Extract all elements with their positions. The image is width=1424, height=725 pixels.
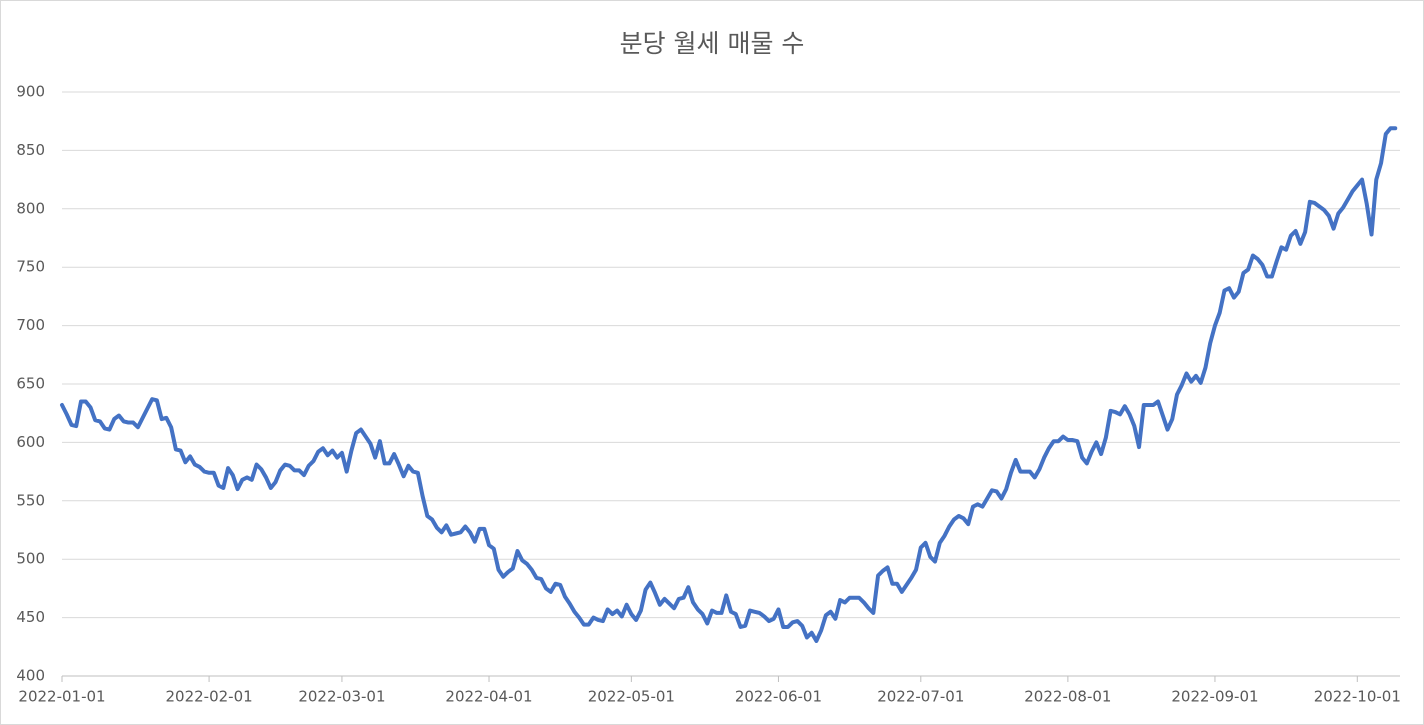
x-tick-label: 2022-04-01 (445, 688, 532, 706)
x-tick-label: 2022-06-01 (735, 688, 822, 706)
x-tick-label: 2022-01-01 (18, 688, 105, 706)
x-tick-label: 2022-07-01 (877, 688, 964, 706)
data-line (60, 126, 1398, 643)
x-tick-label: 2022-02-01 (165, 688, 252, 706)
y-tick-label: 450 (16, 608, 45, 626)
y-tick-label: 550 (16, 491, 45, 509)
y-tick-label: 700 (16, 316, 45, 334)
x-tick-label: 2022-09-01 (1171, 688, 1258, 706)
x-tick-label: 2022-10-01 (1314, 688, 1401, 706)
x-tick-label: 2022-08-01 (1024, 688, 1111, 706)
y-tick-label: 400 (16, 667, 45, 685)
y-tick-label: 600 (16, 433, 45, 451)
y-tick-label: 850 (16, 141, 45, 159)
y-tick-label: 900 (16, 83, 45, 101)
x-tick-label: 2022-03-01 (298, 688, 385, 706)
y-tick-label: 500 (16, 550, 45, 568)
y-tick-label: 650 (16, 375, 45, 393)
chart-title: 분당 월세 매물 수 (620, 29, 805, 58)
x-tick-label: 2022-05-01 (588, 688, 675, 706)
y-tick-label: 800 (16, 199, 45, 217)
y-tick-label: 750 (16, 258, 45, 276)
